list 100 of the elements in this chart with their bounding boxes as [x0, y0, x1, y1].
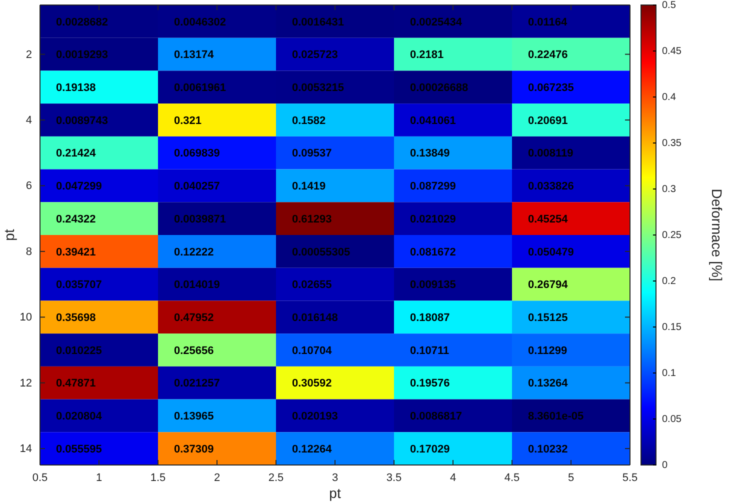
data-label: 0.021257	[174, 378, 220, 390]
data-label: 0.047299	[56, 180, 102, 193]
data-label: 0.01164	[528, 16, 568, 28]
data-label: 8.3601e-05	[528, 410, 584, 423]
data-label: 0.22476	[528, 49, 568, 62]
data-label: 0.035707	[56, 279, 102, 292]
color-bar-label: 0.3	[662, 184, 676, 196]
data-label: 0.13965	[174, 410, 214, 423]
data-label: 0.61293	[292, 213, 332, 226]
color-bar-label: 0.2	[662, 276, 676, 288]
data-label: 0.00026688	[410, 82, 468, 94]
data-label: 0.02655	[292, 279, 332, 292]
y-tick-label: 2	[26, 48, 32, 61]
data-label: 0.009135	[410, 279, 456, 292]
data-label: 0.39421	[56, 246, 96, 258]
data-label: 0.010225	[56, 344, 102, 357]
data-label: 0.00055305	[292, 246, 350, 258]
data-label: 0.0089743	[56, 114, 108, 127]
data-label: 0.13849	[410, 148, 450, 160]
data-label: 0.17029	[410, 443, 450, 456]
data-label: 0.025723	[292, 49, 338, 62]
data-label: 0.35698	[56, 312, 96, 324]
y-axis-title: pt	[1, 229, 17, 241]
data-label: 0.45254	[528, 213, 569, 226]
x-tick-label: 5	[568, 472, 574, 484]
x-tick-label: 2	[214, 472, 220, 484]
data-label: 0.19138	[56, 82, 96, 94]
data-label: 0.0053215	[292, 82, 344, 94]
color-bar-label: 0.05	[662, 414, 682, 426]
x-tick-label: 1.5	[150, 472, 166, 484]
data-label: 0.25656	[174, 344, 214, 357]
data-label: 0.21424	[56, 148, 97, 160]
data-label: 0.055595	[56, 443, 102, 456]
data-label: 0.12222	[174, 246, 214, 258]
x-tick-label: 1	[96, 472, 102, 484]
y-tick-label: 4	[26, 114, 32, 127]
data-label: 0.10711	[410, 344, 450, 357]
x-tick-label: 2.5	[268, 472, 284, 484]
data-label: 0.087299	[410, 180, 456, 193]
data-label: 0.033826	[528, 180, 574, 193]
data-label: 0.069839	[174, 148, 220, 160]
data-label: 0.2181	[410, 49, 444, 62]
color-bar-title: Deformace [%]	[709, 188, 725, 282]
data-label: 0.321	[174, 114, 202, 127]
y-tick-label: 14	[20, 443, 32, 456]
x-tick-label: 3.5	[386, 472, 402, 484]
data-label: 0.0016431	[292, 16, 344, 28]
x-axis-title: pt	[329, 485, 341, 501]
data-label: 0.0046302	[174, 16, 226, 28]
data-label: 0.081672	[410, 246, 456, 258]
data-label: 0.041061	[410, 114, 456, 127]
data-label: 0.1419	[292, 180, 326, 193]
data-label: 0.10704	[292, 344, 333, 357]
data-label: 0.014019	[174, 279, 220, 292]
data-label: 0.067235	[528, 82, 574, 94]
data-label: 0.0025434	[410, 16, 463, 28]
data-label: 0.26794	[528, 279, 569, 292]
y-tick-label: 12	[20, 377, 32, 390]
x-tick-label: 0.5	[32, 472, 48, 484]
data-label: 0.0061961	[174, 82, 226, 94]
x-tick-label: 4	[450, 472, 456, 484]
color-bar-label: 0.15	[662, 322, 682, 334]
y-tick-label: 10	[20, 312, 32, 324]
data-label: 0.11299	[528, 344, 568, 357]
data-label: 0.020804	[56, 410, 103, 423]
x-tick-label: 5.5	[622, 472, 638, 484]
data-label: 0.020193	[292, 410, 338, 423]
color-bar-label: 0.4	[662, 92, 676, 104]
x-tick-label: 3	[332, 472, 338, 484]
data-label: 0.13174	[174, 49, 215, 62]
data-label: 0.19576	[410, 378, 450, 390]
color-bar-label: 0.5	[662, 0, 676, 12]
data-label: 0.008119	[528, 148, 574, 160]
data-label: 0.15125	[528, 312, 568, 324]
color-bar-label: 0.45	[662, 46, 682, 58]
data-label: 0.0086817	[410, 410, 462, 423]
data-label: 0.0028682	[56, 16, 108, 28]
color-bar-label: 0.35	[662, 138, 682, 150]
data-label: 0.24322	[56, 213, 96, 226]
data-label: 0.050479	[528, 246, 574, 258]
x-tick-label: 4.5	[504, 472, 520, 484]
data-label: 0.12264	[292, 443, 333, 456]
data-label: 0.30592	[292, 378, 332, 390]
y-tick-label: 6	[26, 180, 32, 192]
color-bar-label: 0	[662, 460, 668, 472]
data-label: 0.20691	[528, 114, 568, 127]
data-label: 0.47952	[174, 312, 214, 324]
data-label: 0.1582	[292, 114, 326, 127]
color-bar-label: 0.25	[662, 230, 682, 242]
data-label: 0.37309	[174, 443, 214, 456]
color-bar-label: 0.1	[662, 368, 676, 380]
data-label: 0.47871	[56, 378, 96, 390]
data-label: 0.021029	[410, 213, 456, 226]
y-tick-label: 8	[26, 246, 32, 258]
data-label: 0.040257	[174, 180, 220, 193]
data-label: 0.016148	[292, 312, 338, 324]
data-label: 0.0039871	[174, 213, 226, 226]
data-label: 0.0019293	[56, 49, 108, 62]
data-label: 0.13264	[528, 378, 569, 390]
data-label: 0.10232	[528, 443, 568, 456]
